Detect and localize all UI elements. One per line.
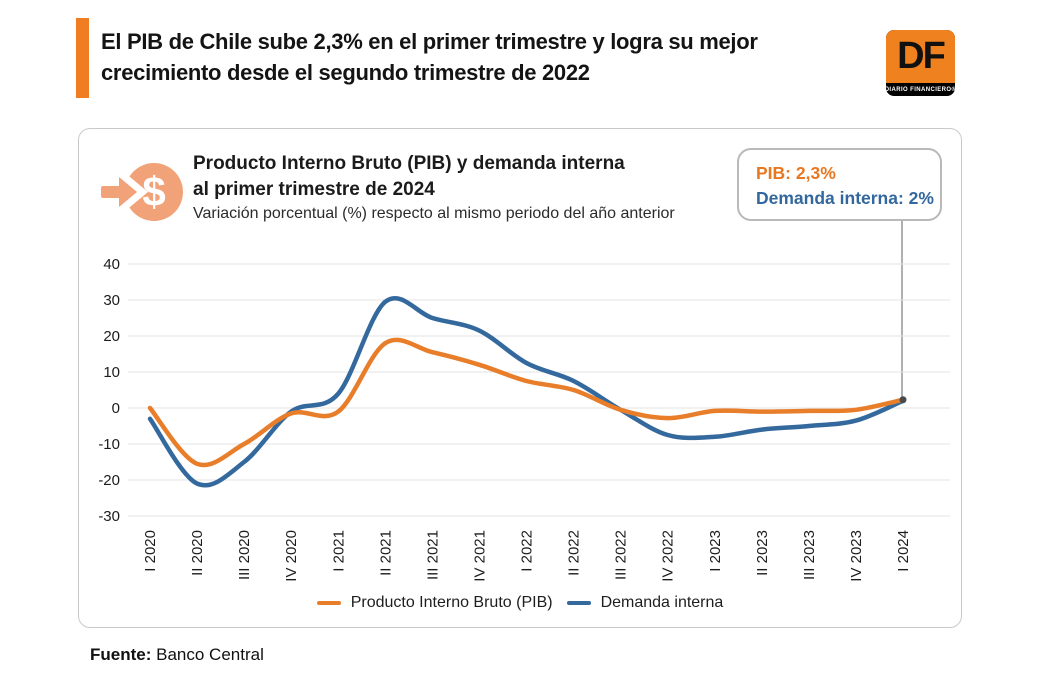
svg-text:IV 2020: IV 2020 <box>283 530 300 582</box>
source-note: Fuente: Banco Central <box>90 645 264 665</box>
header-accent-bar <box>76 18 89 98</box>
svg-text:III 2020: III 2020 <box>236 530 253 580</box>
legend-item-pib: Producto Interno Bruto (PIB) <box>316 594 553 612</box>
svg-text:II 2020: II 2020 <box>189 530 206 576</box>
svg-text:III 2021: III 2021 <box>424 530 441 580</box>
callout-connector-line <box>901 219 903 402</box>
chart-title-line2: al primer trimestre de 2024 <box>193 179 435 200</box>
source-text: Banco Central <box>151 645 264 664</box>
svg-text:-20: -20 <box>98 472 120 489</box>
svg-text:40: 40 <box>103 256 120 273</box>
svg-text:$: $ <box>142 168 165 215</box>
latest-values-callout: PIB: 2,3% Demanda interna: 2% <box>737 148 942 221</box>
svg-text:IV 2022: IV 2022 <box>660 530 677 582</box>
svg-text:IV 2023: IV 2023 <box>848 530 865 582</box>
svg-text:I 2020: I 2020 <box>142 530 159 572</box>
svg-text:I 2021: I 2021 <box>330 530 347 572</box>
page-title-line1: El PIB de Chile sube 2,3% en el primer t… <box>101 29 758 54</box>
legend-label-demanda: Demanda interna <box>600 594 724 611</box>
svg-text:-10: -10 <box>98 436 120 453</box>
callout-pib-value: PIB: 2,3% <box>756 163 836 183</box>
svg-text:III 2022: III 2022 <box>613 530 630 580</box>
svg-text:II 2022: II 2022 <box>566 530 583 576</box>
svg-text:30: 30 <box>103 292 120 309</box>
svg-text:I 2022: I 2022 <box>519 530 536 572</box>
df-logo-subtext: DIARIO FINANCIERO® <box>884 86 957 93</box>
legend-item-demanda: Demanda interna <box>566 594 724 612</box>
df-logo-monogram: DF <box>886 30 955 83</box>
svg-text:10: 10 <box>103 364 120 381</box>
svg-text:IV 2021: IV 2021 <box>471 530 488 582</box>
pib-line-swatch <box>316 600 341 606</box>
svg-text:-30: -30 <box>98 508 120 525</box>
svg-text:III 2023: III 2023 <box>801 530 818 580</box>
page-title: El PIB de Chile sube 2,3% en el primer t… <box>101 26 901 88</box>
chart-title-line1: Producto Interno Bruto (PIB) y demanda i… <box>193 153 625 174</box>
svg-text:I 2024: I 2024 <box>895 530 912 572</box>
demanda-line-swatch <box>566 600 591 606</box>
chart-legend: Producto Interno Bruto (PIB) Demanda int… <box>78 594 962 612</box>
svg-text:20: 20 <box>103 328 120 345</box>
svg-text:0: 0 <box>112 400 120 417</box>
svg-text:I 2023: I 2023 <box>707 530 724 572</box>
df-logo: DF DIARIO FINANCIERO® <box>884 30 957 96</box>
money-arrow-icon: $ <box>101 163 183 221</box>
svg-text:II 2021: II 2021 <box>377 530 394 576</box>
svg-text:II 2023: II 2023 <box>754 530 771 576</box>
chart-subtitle: Variación porcentual (%) respecto al mis… <box>193 205 675 222</box>
page-title-line2: crecimiento desde el segundo trimestre d… <box>101 60 590 85</box>
legend-label-pib: Producto Interno Bruto (PIB) <box>350 594 553 611</box>
callout-demanda-value: Demanda interna: 2% <box>756 188 934 208</box>
chart-title: Producto Interno Bruto (PIB) y demanda i… <box>193 151 625 203</box>
line-chart: 40 30 20 10 0 -10 -20 -30 I 2020 II 2020 III 2020 I… <box>98 256 950 582</box>
source-label: Fuente: <box>90 645 152 664</box>
